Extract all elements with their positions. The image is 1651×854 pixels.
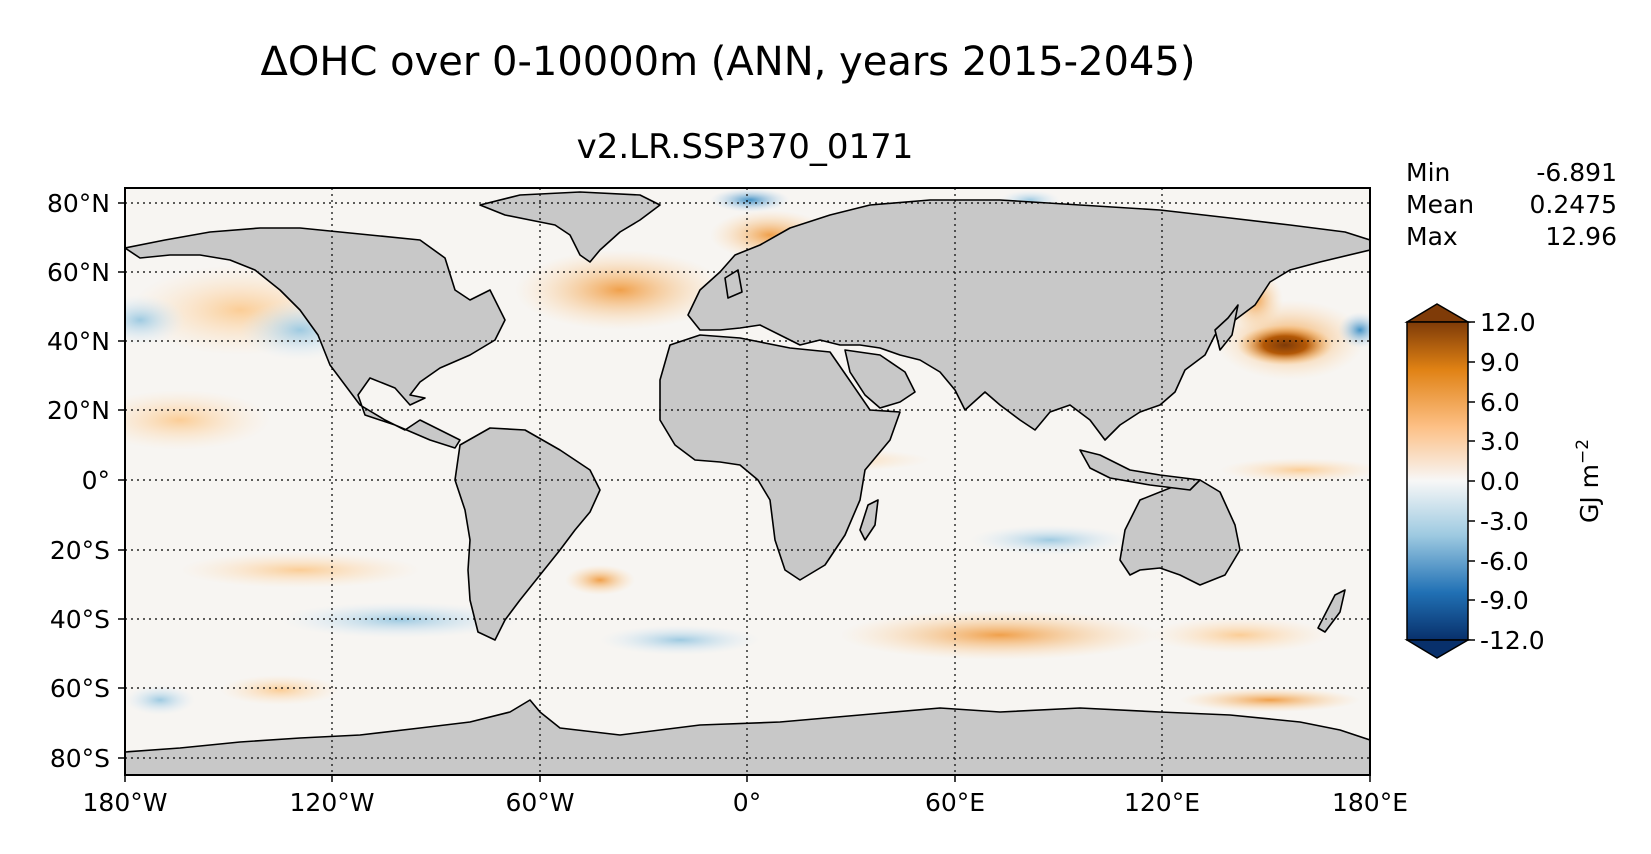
british-isles: [724, 269, 743, 299]
colorbar-unit-label: GJ m−2: [1573, 439, 1604, 523]
lat-tick-label: 40°S: [50, 605, 110, 634]
colorbar-tick-label: 3.0: [1480, 427, 1520, 456]
lon-tick-label: 180°W: [83, 788, 168, 817]
stat-mean-value: 0.2475: [1530, 190, 1617, 219]
africa: [659, 334, 901, 581]
arabia: [844, 349, 916, 409]
colorbar: 12.0 9.0 6.0 3.0 0.0 -3.0 -6.0 -9.0 -12.…: [1404, 303, 1604, 659]
lon-axis: 180°W 120°W 60°W 0° 60°E 120°E 180°E: [83, 775, 1408, 817]
lon-tick-label: 60°E: [925, 788, 985, 817]
stat-mean-label: Mean: [1406, 190, 1474, 219]
colorbar-tick-label: -6.0: [1480, 547, 1529, 576]
colorbar-body: [1406, 321, 1469, 641]
lat-tick-label: 60°N: [47, 258, 110, 287]
colorbar-tick-label: -12.0: [1480, 626, 1545, 655]
lat-tick-label: 0°: [82, 466, 110, 495]
australia: [1119, 479, 1241, 586]
land-masses: [125, 191, 1370, 775]
stats-block: Min -6.891 Mean 0.2475 Max 12.96: [1406, 158, 1617, 251]
greenland: [479, 191, 661, 263]
lat-axis: 80°N 60°N 40°N 20°N 0° 20°S 40°S 60°S 80…: [47, 189, 125, 773]
colorbar-min-extension: [1404, 639, 1471, 659]
lat-tick-label: 20°N: [47, 396, 110, 425]
lat-tick-label: 80°S: [50, 744, 110, 773]
japan: [1214, 304, 1239, 351]
south-america: [454, 427, 601, 641]
lon-tick-label: 60°W: [505, 788, 574, 817]
stat-max-value: 12.96: [1545, 222, 1617, 251]
colorbar-max-extension: [1404, 303, 1471, 323]
colorbar-tick-label: 0.0: [1480, 467, 1520, 496]
lon-tick-label: 0°: [733, 788, 761, 817]
lon-tick-label: 120°E: [1124, 788, 1200, 817]
colorbar-tick-label: -3.0: [1480, 507, 1529, 536]
antarctica: [125, 699, 1370, 775]
gridlines: [125, 188, 1370, 775]
colorbar-tick-label: 9.0: [1480, 348, 1520, 377]
stat-min-label: Min: [1406, 158, 1450, 187]
lat-tick-label: 60°S: [50, 674, 110, 703]
eurasia: [687, 199, 1370, 441]
madagascar: [859, 499, 879, 541]
lat-tick-label: 40°N: [47, 327, 110, 356]
new-zealand: [1317, 589, 1346, 633]
north-america: [125, 227, 506, 449]
stat-min-value: -6.891: [1536, 158, 1617, 187]
colorbar-tick-label: 6.0: [1480, 388, 1520, 417]
lat-tick-label: 20°S: [50, 536, 110, 565]
stat-max-label: Max: [1406, 222, 1458, 251]
figure-subtitle: v2.LR.SSP370_0171: [577, 127, 914, 167]
colorbar-tick-label: 12.0: [1480, 308, 1536, 337]
map-panel: [125, 188, 1370, 775]
lat-tick-label: 80°N: [47, 189, 110, 218]
colorbar-tick-label: -9.0: [1480, 586, 1529, 615]
figure-title: ΔOHC over 0-10000m (ANN, years 2015-2045…: [261, 39, 1196, 85]
lon-tick-label: 120°W: [290, 788, 375, 817]
lon-tick-label: 180°E: [1332, 788, 1408, 817]
